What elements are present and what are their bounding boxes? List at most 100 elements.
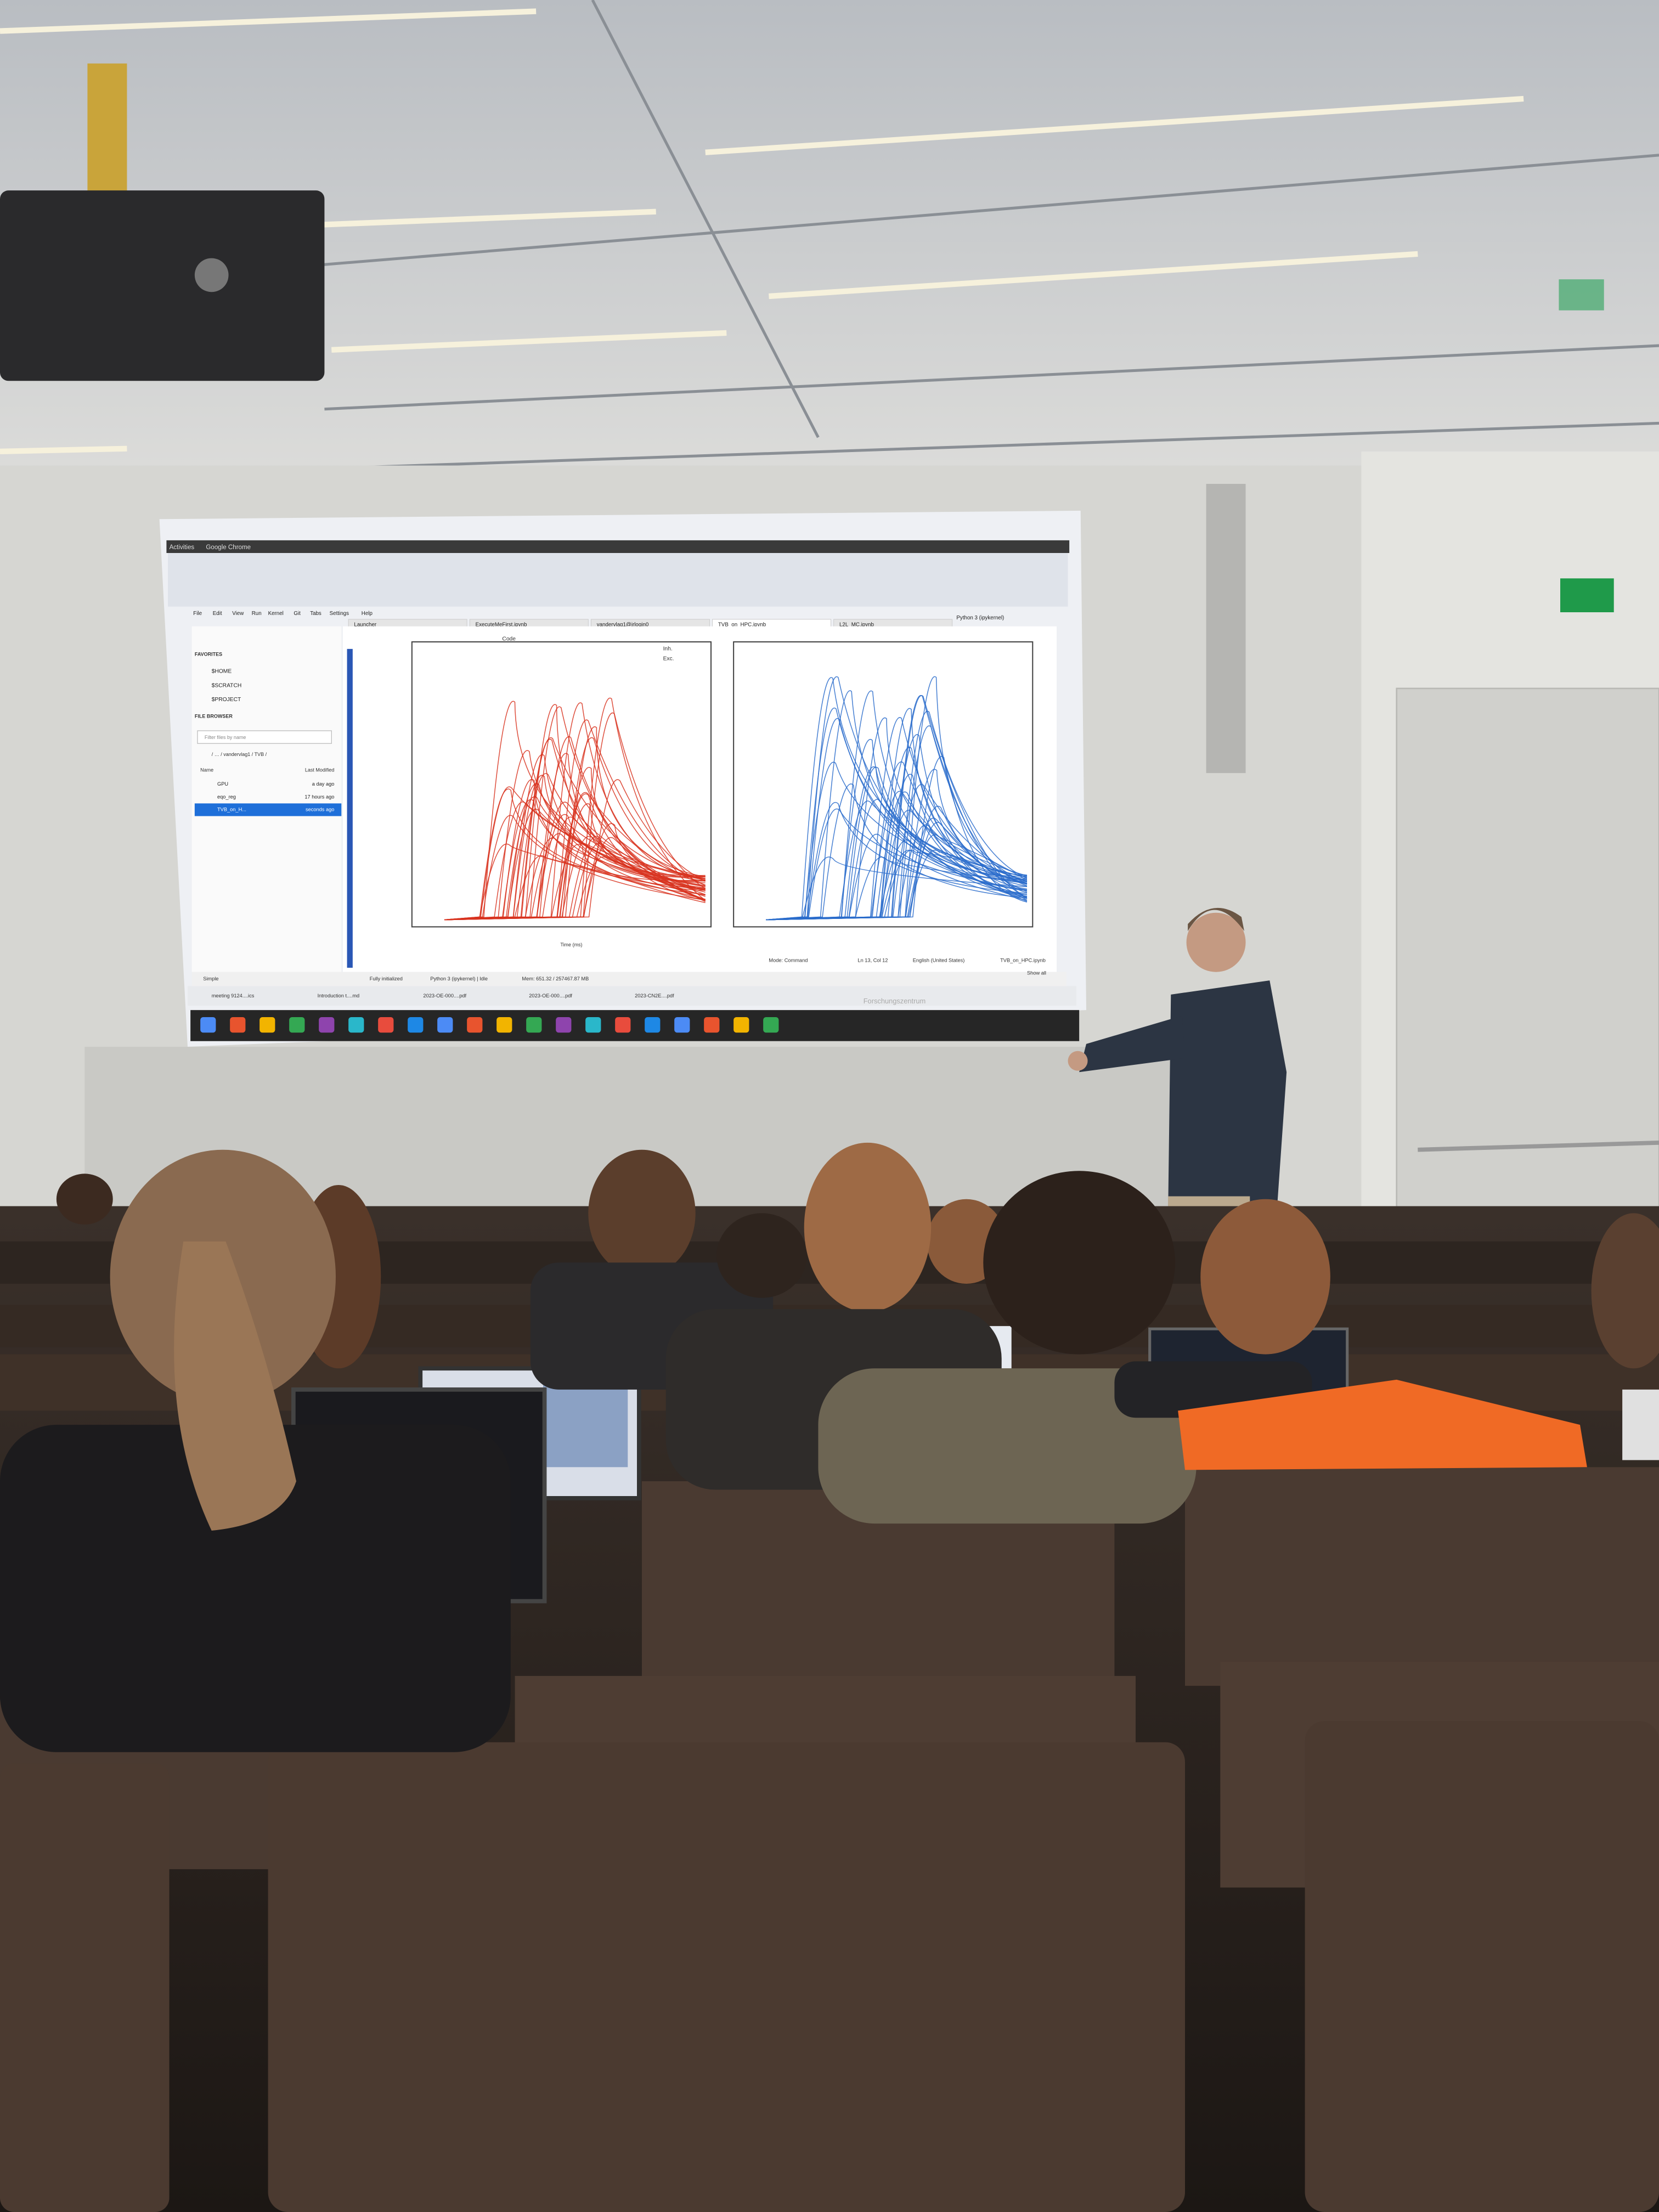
taskbar-icon xyxy=(378,1017,394,1033)
path: / … / vandervlag1 / TVB / xyxy=(212,752,267,757)
selected-row xyxy=(194,803,342,816)
curve xyxy=(766,805,1028,921)
speaker xyxy=(1206,484,1246,774)
taskbar-icon xyxy=(467,1017,483,1033)
audience xyxy=(0,1142,1659,1752)
curve xyxy=(444,712,706,921)
taskbar-icons xyxy=(200,1017,779,1033)
taskbar xyxy=(190,1010,1080,1041)
column: Last Modified xyxy=(305,767,335,772)
status-item: TVB_on_HPC.ipynb xyxy=(1000,958,1046,963)
curve xyxy=(766,690,1028,921)
status-items: Simple Fully initialized Python 3 (ipykern… xyxy=(203,958,1046,981)
curve xyxy=(766,695,1028,921)
curve xyxy=(766,677,1028,921)
curve xyxy=(766,808,1028,921)
file-name: TVB_on_H... xyxy=(217,806,246,812)
status-item: Mode: Command xyxy=(769,958,808,963)
taskbar-icon xyxy=(496,1017,512,1033)
menu-item: Edit xyxy=(213,611,222,617)
tab-label: TVB_on_HPC.ipynb xyxy=(718,622,766,628)
curve xyxy=(444,754,706,921)
door-bar xyxy=(1418,1141,1659,1152)
curve xyxy=(444,799,706,921)
projector xyxy=(0,190,325,381)
curve xyxy=(444,792,706,921)
taskbar-icon xyxy=(674,1017,690,1033)
section-title: FAVORITES xyxy=(195,652,222,657)
favorite: $PROJECT xyxy=(212,697,241,703)
curve xyxy=(766,690,1028,921)
curve xyxy=(766,774,1028,921)
tab-label: Launcher xyxy=(354,622,376,628)
sidebar xyxy=(191,626,342,972)
tab-label: L2L_MC.ipynb xyxy=(839,622,874,628)
taskbar-icon xyxy=(526,1017,542,1033)
system-bar xyxy=(166,540,1070,553)
curve xyxy=(444,815,706,921)
file-modified: seconds ago xyxy=(306,806,334,812)
curve xyxy=(444,796,706,921)
curve xyxy=(766,856,1028,921)
download-item: 2023-OE-000....pdf xyxy=(423,993,466,998)
watermark: Forschungszentrum xyxy=(864,997,926,1005)
ceiling-lights xyxy=(0,8,1524,454)
x-axis-label: Time (ms) xyxy=(560,942,582,947)
menu-bar: File Edit View Run Kernel Git Tabs Settings Help xyxy=(193,611,373,617)
curve xyxy=(766,710,1028,921)
taskbar-icon xyxy=(319,1017,335,1033)
taskbar-icon xyxy=(259,1017,275,1033)
exit-reflection xyxy=(1559,279,1604,311)
taskbar-icon xyxy=(289,1017,305,1033)
curve xyxy=(444,737,706,921)
curve xyxy=(766,747,1028,921)
taskbar-icon xyxy=(230,1017,246,1033)
curve xyxy=(444,793,706,921)
curve xyxy=(444,842,706,921)
favorite: $SCRATCH xyxy=(212,682,242,689)
curve xyxy=(444,726,706,921)
projector-mount xyxy=(87,63,127,198)
curve xyxy=(444,753,706,921)
taskbar-icon xyxy=(408,1017,424,1033)
menu-item: View xyxy=(232,611,244,617)
menu-item: File xyxy=(193,611,202,617)
app-name: Google Chrome xyxy=(206,544,251,551)
status-bar xyxy=(191,972,1066,986)
status-item: Ln 13, Col 12 xyxy=(857,958,888,963)
kernel-name: Python 3 (ipykernel) xyxy=(956,615,1004,621)
legend-entry: Exc. xyxy=(663,656,674,662)
status-item: Mem: 651.32 / 257467.87 MB xyxy=(522,976,589,981)
door xyxy=(1396,687,1659,1239)
filter-placeholder: Filter files by name xyxy=(205,735,246,740)
section-title: FILE BROWSER xyxy=(195,714,233,719)
taskbar-icon xyxy=(585,1017,601,1033)
curve xyxy=(766,822,1028,921)
curve xyxy=(766,739,1028,921)
taskbar-icon xyxy=(615,1017,631,1033)
download-item: 2023-OE-000....pdf xyxy=(529,993,572,998)
activities: Activities xyxy=(170,544,195,551)
curve xyxy=(444,702,706,921)
curve xyxy=(766,766,1028,921)
menu-item: Help xyxy=(362,611,373,617)
filter-box xyxy=(197,730,332,744)
tab-label: ExecuteMeFirst.ipynb xyxy=(476,622,527,628)
curve xyxy=(766,849,1028,921)
notebook xyxy=(342,626,1057,972)
curve xyxy=(444,767,706,921)
curve xyxy=(444,697,706,921)
curve xyxy=(444,786,706,921)
legend-entry: Inh. xyxy=(663,646,673,652)
file-modified: a day ago xyxy=(312,781,335,787)
curve xyxy=(444,706,706,921)
menu-item: Git xyxy=(294,611,301,617)
curve xyxy=(444,738,706,921)
tab-label: vandervlag1@jrlogin0 xyxy=(597,622,649,628)
taskbar-icon xyxy=(437,1017,453,1033)
status-item: Python 3 (ipykernel) | Idle xyxy=(430,976,488,981)
taskbar-icon xyxy=(200,1017,216,1033)
cell-type: Code xyxy=(502,636,516,642)
